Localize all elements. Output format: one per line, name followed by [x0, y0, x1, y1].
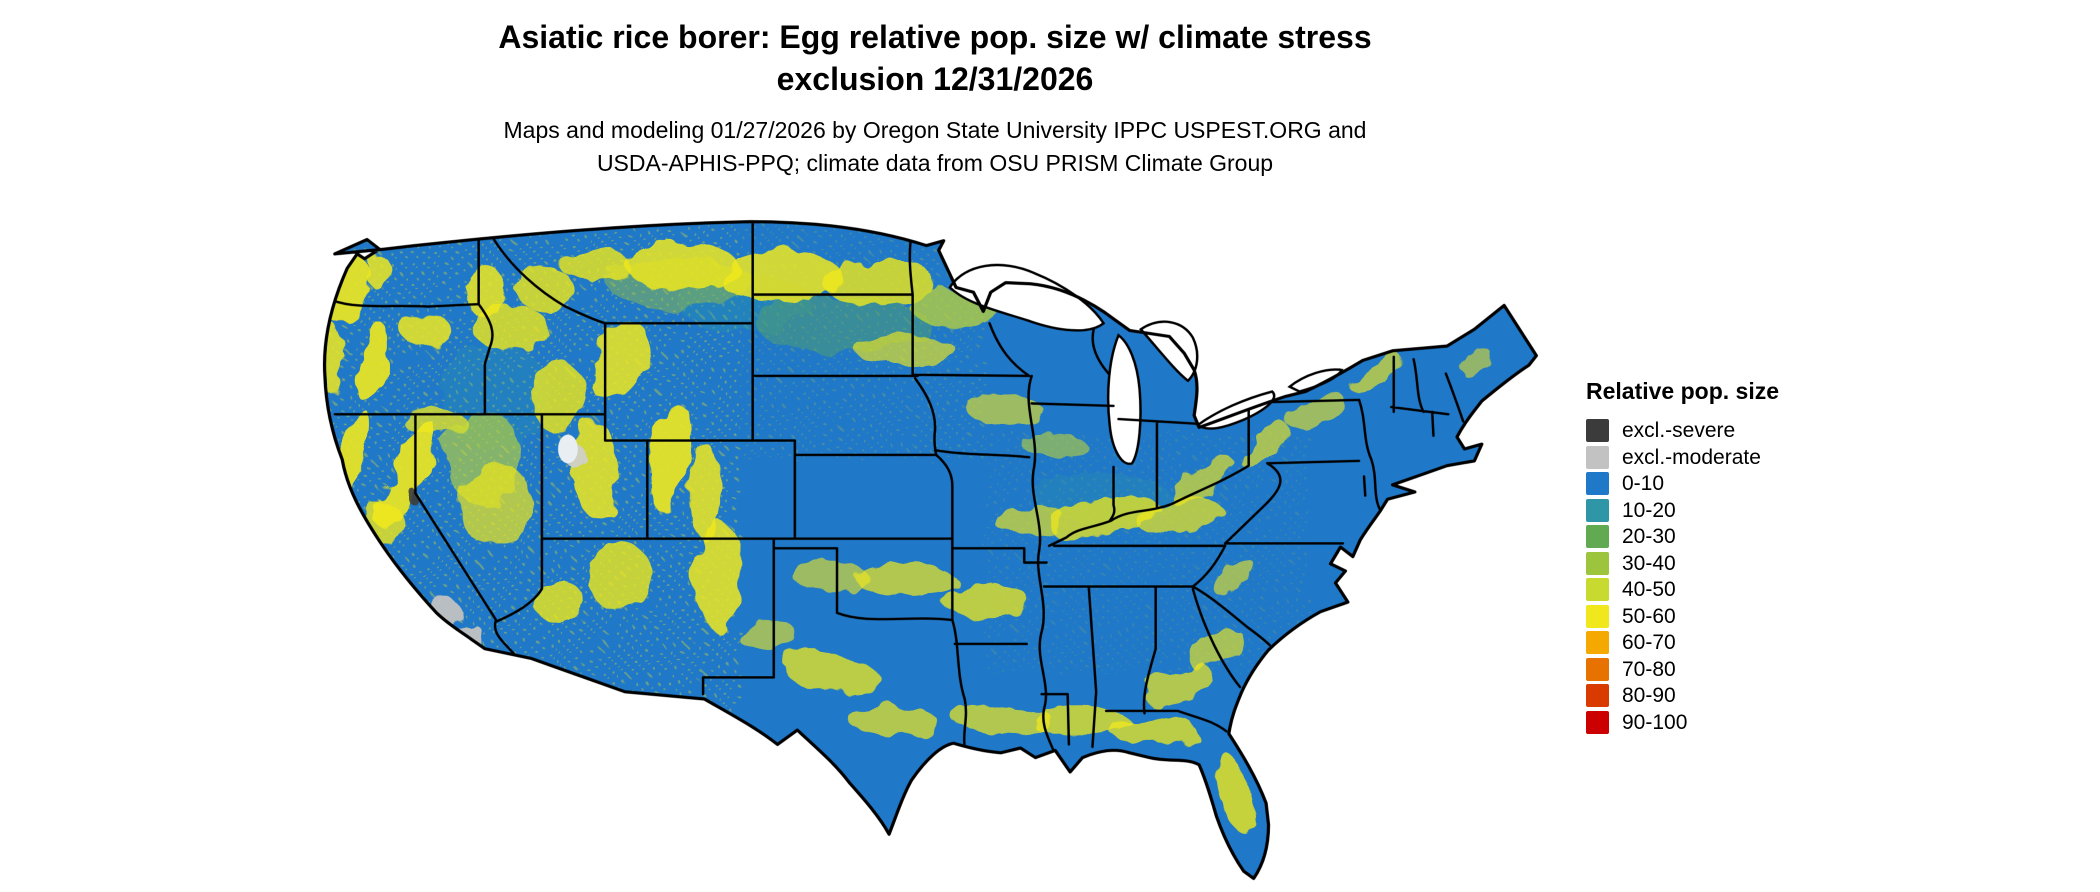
figure-subtitle: Maps and modeling 01/27/2026 by Oregon S…: [0, 114, 1870, 180]
legend-label: 80-90: [1622, 684, 1676, 707]
us-map: [310, 218, 1550, 888]
legend-label: 90-100: [1622, 710, 1688, 734]
legend-item: 50-60: [1586, 604, 1886, 628]
lake-michigan: [1106, 333, 1142, 465]
legend-item: 10-20: [1586, 498, 1886, 522]
legend-item: 60-70: [1586, 631, 1886, 654]
legend-item: 80-90: [1586, 684, 1886, 707]
lake-superior: [948, 263, 1106, 332]
legend-item: 20-30: [1586, 525, 1886, 548]
legend-label: 30-40: [1622, 551, 1676, 575]
legend-swatch: [1586, 445, 1609, 469]
legend-swatch: [1586, 657, 1609, 681]
legend-title: Relative pop. size: [1586, 378, 1780, 404]
legend-item: excl.-severe: [1586, 419, 1886, 442]
legend-item: 30-40: [1586, 551, 1886, 575]
legend-item: 90-100: [1586, 710, 1886, 734]
legend-items: excl.-severe excl.-moderate 0-10 10-20 20-30…: [1586, 419, 1886, 734]
legend-swatch: [1586, 578, 1609, 601]
legend-swatch: [1586, 525, 1609, 548]
legend-item: excl.-moderate: [1586, 445, 1886, 469]
lake-huron: [1138, 320, 1199, 383]
figure-header: Asiatic rice borer: Egg relative pop. si…: [0, 16, 1870, 180]
title-line-1: Asiatic rice borer: Egg relative pop. si…: [498, 19, 1372, 55]
state-borders: [324, 221, 1465, 757]
legend-item: 0-10: [1586, 472, 1886, 495]
legend: Relative pop. size excl.-severe excl.-mod…: [1586, 378, 1886, 737]
legend-label: 70-80: [1622, 657, 1676, 681]
legend-swatch: [1586, 419, 1609, 442]
subtitle-line-2: USDA-APHIS-PPQ; climate data from OSU PR…: [596, 150, 1274, 176]
legend-swatch: [1586, 472, 1609, 495]
legend-swatch: [1586, 684, 1609, 707]
subtitle-line-1: Maps and modeling 01/27/2026 by Oregon S…: [503, 117, 1367, 143]
page-title: Asiatic rice borer: Egg relative pop. si…: [0, 16, 1870, 100]
legend-swatch: [1586, 631, 1609, 654]
legend-swatch: [1586, 551, 1609, 575]
legend-label: 10-20: [1622, 498, 1676, 522]
legend-label: 40-50: [1622, 578, 1676, 601]
legend-item: 40-50: [1586, 578, 1886, 601]
legend-label: 20-30: [1622, 525, 1676, 548]
legend-item: 70-80: [1586, 657, 1886, 681]
great-salt-lake: [558, 434, 578, 464]
legend-label: excl.-severe: [1622, 419, 1736, 442]
title-line-2: exclusion 12/31/2026: [776, 61, 1094, 97]
legend-swatch: [1586, 710, 1609, 734]
legend-label: 50-60: [1622, 604, 1676, 628]
great-lakes: [558, 263, 1344, 465]
legend-swatch: [1586, 498, 1609, 522]
legend-label: 0-10: [1622, 472, 1665, 495]
us-map-canvas: [322, 219, 1538, 881]
legend-swatch: [1586, 604, 1609, 628]
legend-label: excl.-moderate: [1622, 445, 1761, 469]
legend-label: 60-70: [1622, 631, 1676, 654]
